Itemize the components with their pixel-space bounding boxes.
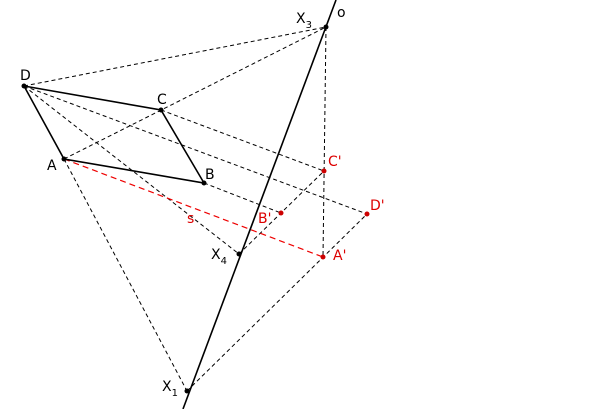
label: D (20, 68, 31, 84)
label: X4 (211, 247, 227, 267)
labels: o X3 D C A B C' B' D' A' s X4 X1 (20, 5, 385, 399)
label: B (205, 167, 215, 183)
label: X3 (296, 11, 312, 31)
label: C (157, 92, 167, 108)
label: o (337, 5, 346, 21)
label: X1 (162, 379, 178, 399)
construction-lines (23, 26, 368, 392)
points (21, 24, 370, 394)
label: D' (370, 198, 385, 214)
label: s (187, 211, 194, 227)
label: C' (328, 154, 342, 170)
label: B' (258, 211, 271, 227)
label: A (47, 158, 57, 174)
label: A' (333, 248, 346, 264)
